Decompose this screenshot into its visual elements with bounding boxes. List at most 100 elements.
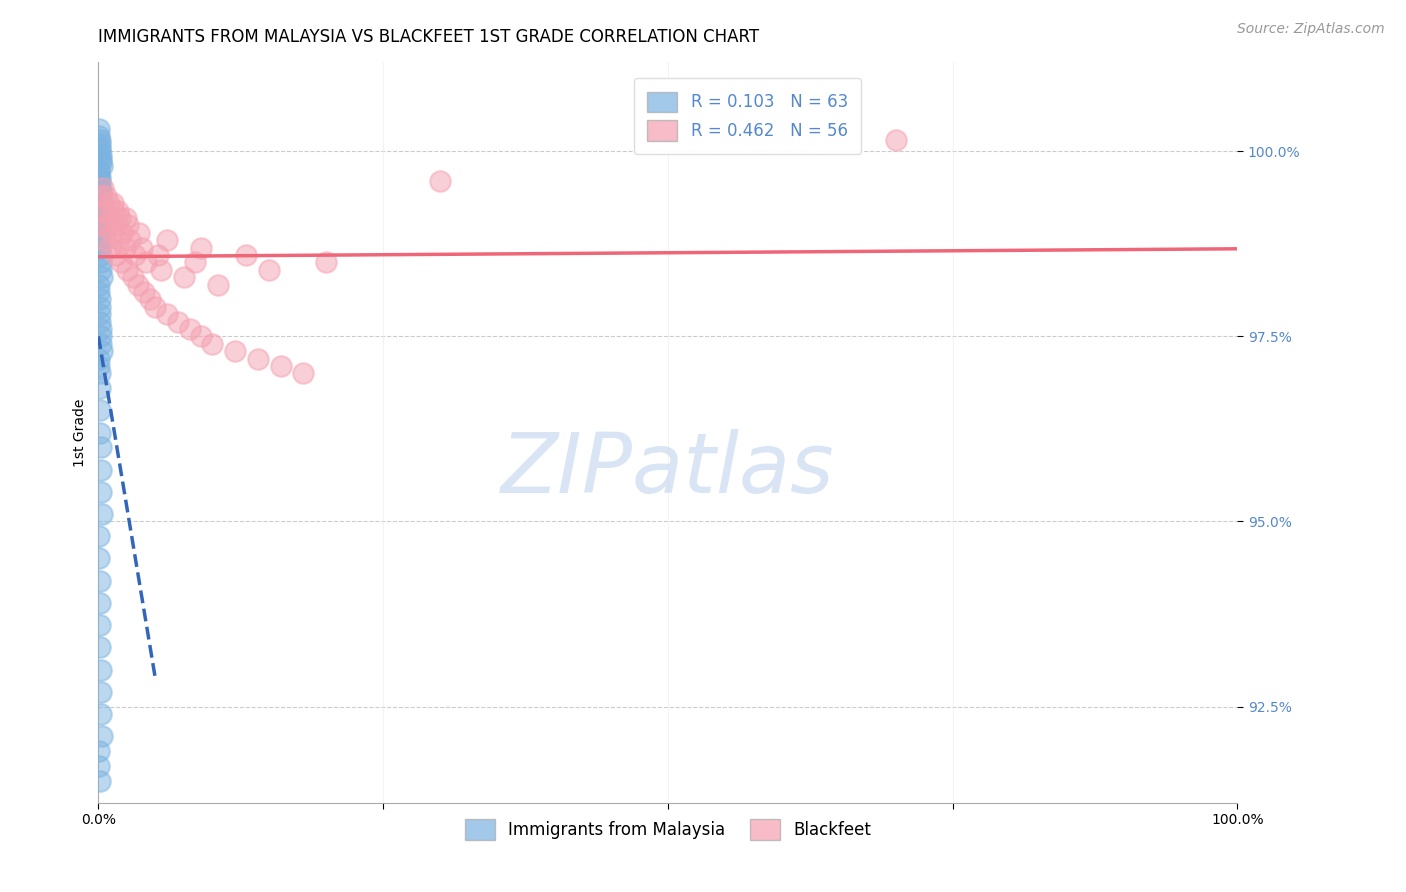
Point — [90, 188, 112, 202]
Point — [89, 618, 111, 632]
Point — [246, 351, 269, 366]
Point — [89, 403, 111, 417]
Point — [156, 307, 179, 321]
Point — [138, 293, 160, 307]
Point — [108, 233, 131, 247]
Text: ZIPatlas: ZIPatlas — [501, 429, 835, 510]
Point — [89, 759, 111, 773]
Point — [104, 248, 127, 262]
Point — [89, 285, 111, 299]
Point — [87, 351, 110, 366]
Point — [90, 155, 112, 169]
Point — [884, 133, 907, 147]
Point — [89, 359, 111, 373]
Point — [117, 219, 139, 233]
Point — [115, 262, 138, 277]
Point — [90, 203, 112, 218]
Point — [90, 248, 112, 262]
Point — [90, 152, 112, 166]
Point — [90, 685, 112, 699]
Point — [201, 336, 224, 351]
Point — [87, 744, 110, 758]
Point — [91, 181, 114, 195]
Point — [259, 262, 281, 277]
Point — [89, 133, 111, 147]
Point — [89, 145, 111, 159]
Point — [90, 159, 112, 173]
Point — [89, 315, 111, 329]
Point — [101, 226, 124, 240]
Point — [89, 640, 111, 655]
Point — [90, 193, 112, 207]
Point — [89, 140, 111, 154]
Point — [145, 300, 167, 314]
Point — [87, 529, 110, 543]
Point — [89, 170, 111, 185]
Point — [89, 596, 111, 610]
Y-axis label: 1st Grade: 1st Grade — [73, 399, 87, 467]
Point — [111, 226, 134, 240]
Point — [146, 248, 169, 262]
Point — [90, 185, 112, 199]
Point — [96, 188, 118, 202]
Point — [89, 425, 111, 440]
Point — [89, 233, 111, 247]
Point — [90, 484, 112, 499]
Point — [89, 178, 111, 192]
Point — [179, 322, 201, 336]
Point — [110, 255, 132, 269]
Legend: Immigrants from Malaysia, Blackfeet: Immigrants from Malaysia, Blackfeet — [458, 813, 877, 847]
Point — [97, 196, 120, 211]
Text: Source: ZipAtlas.com: Source: ZipAtlas.com — [1237, 22, 1385, 37]
Point — [89, 307, 111, 321]
Point — [89, 219, 111, 233]
Point — [94, 203, 117, 218]
Point — [90, 441, 112, 455]
Point — [90, 322, 112, 336]
Point — [89, 773, 111, 788]
Point — [90, 329, 112, 343]
Point — [90, 344, 112, 359]
Point — [89, 293, 111, 307]
Point — [90, 706, 112, 721]
Point — [105, 219, 128, 233]
Point — [90, 729, 112, 743]
Point — [315, 255, 337, 269]
Point — [96, 219, 118, 233]
Point — [89, 226, 111, 240]
Point — [90, 188, 112, 202]
Point — [184, 255, 207, 269]
Point — [167, 315, 190, 329]
Point — [89, 381, 111, 395]
Point — [89, 367, 111, 381]
Point — [89, 241, 111, 255]
Point — [156, 233, 179, 247]
Point — [90, 336, 112, 351]
Point — [89, 574, 111, 588]
Point — [90, 255, 112, 269]
Point — [190, 241, 212, 255]
Point — [135, 255, 157, 269]
Point — [89, 219, 111, 233]
Point — [90, 262, 112, 277]
Point — [107, 203, 129, 218]
Point — [90, 663, 112, 677]
Point — [103, 203, 125, 218]
Point — [98, 241, 121, 255]
Point — [190, 329, 212, 343]
Point — [89, 129, 111, 144]
Point — [131, 241, 153, 255]
Point — [128, 226, 150, 240]
Point — [100, 211, 122, 225]
Point — [114, 241, 136, 255]
Point — [90, 148, 112, 162]
Point — [89, 181, 111, 195]
Point — [120, 233, 142, 247]
Point — [89, 174, 111, 188]
Point — [87, 122, 110, 136]
Point — [90, 462, 112, 476]
Point — [114, 211, 136, 225]
Point — [87, 277, 110, 292]
Point — [90, 196, 112, 211]
Point — [89, 167, 111, 181]
